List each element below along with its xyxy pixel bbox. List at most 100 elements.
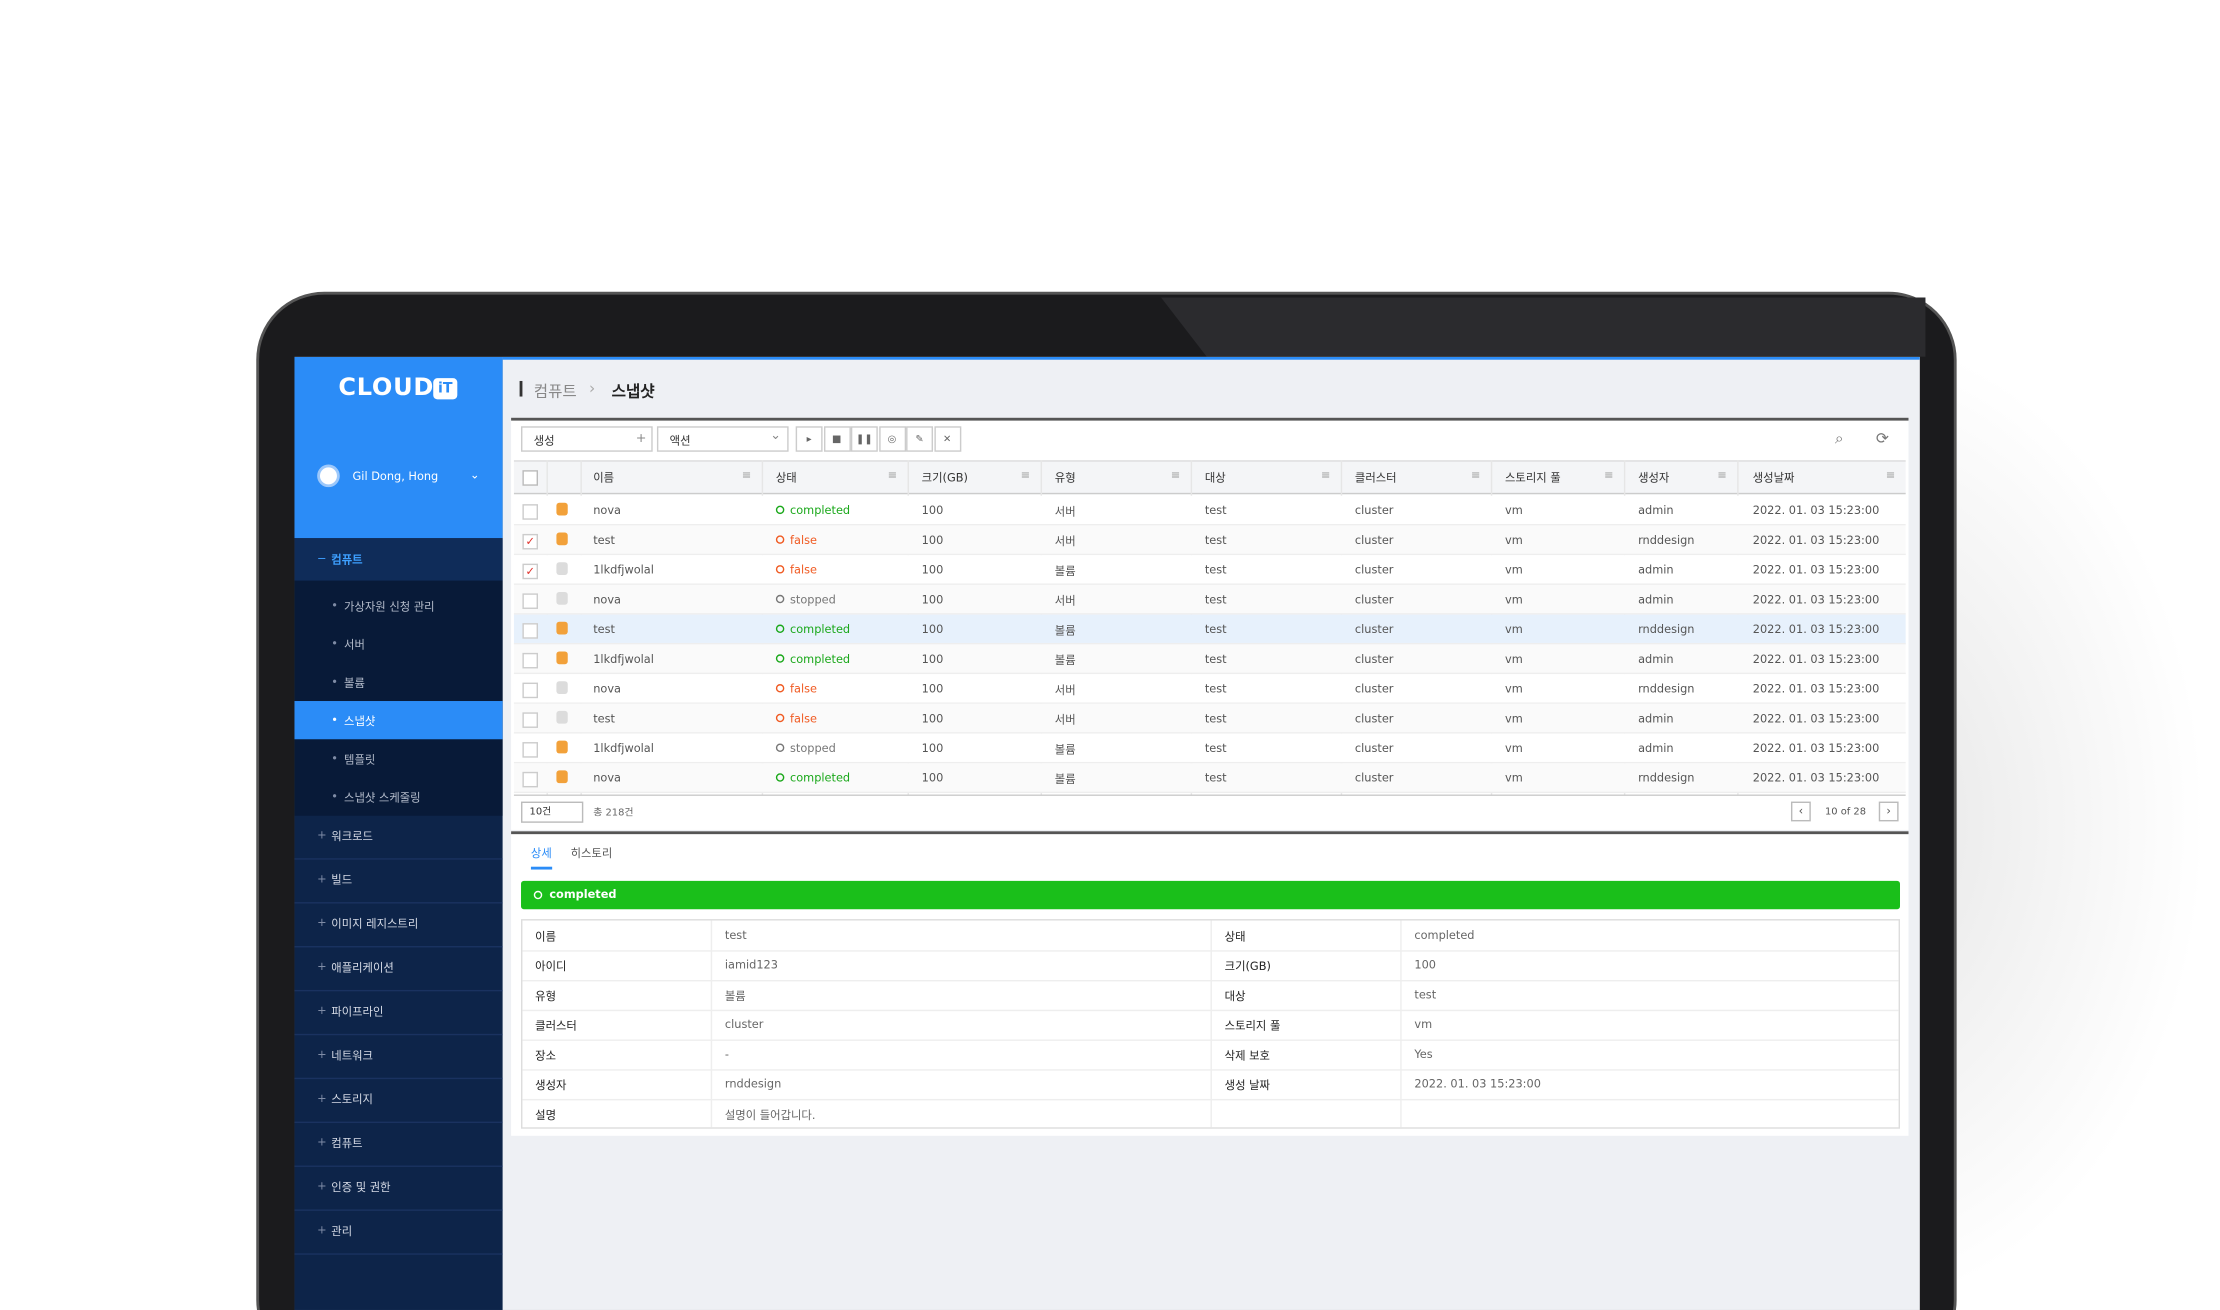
menu-divider: [294, 902, 503, 904]
detail-label: 이름: [535, 930, 557, 944]
create-plus[interactable]: +: [635, 431, 647, 447]
column-menu[interactable]: ≡: [1320, 468, 1331, 482]
status-text: false: [790, 563, 817, 577]
menu-item[interactable]: 인증 및 권한: [331, 1181, 391, 1194]
row-checkbox[interactable]: [522, 652, 539, 669]
next-page[interactable]: ›: [1878, 801, 1899, 822]
column-menu[interactable]: ≡: [1020, 468, 1031, 482]
submenu-item[interactable]: 볼륨: [344, 676, 365, 690]
column-menu[interactable]: ≡: [887, 468, 898, 482]
page-size[interactable]: 10건: [521, 801, 584, 823]
detail-divider: [522, 1039, 1899, 1041]
submenu-item[interactable]: 템플릿: [344, 753, 376, 767]
table-header: [513, 460, 1906, 495]
submenu-item[interactable]: 서버: [344, 638, 365, 652]
header-checkbox[interactable]: [522, 470, 539, 486]
column-menu[interactable]: ≡: [1717, 468, 1727, 482]
menu-item[interactable]: 스토리지: [331, 1093, 373, 1107]
column-menu[interactable]: ≡: [1885, 468, 1896, 482]
prev-page[interactable]: ‹: [1790, 801, 1811, 822]
row-checkbox[interactable]: [522, 771, 539, 788]
table-row[interactable]: [513, 614, 1906, 645]
cell: 서버: [1054, 594, 1076, 608]
table-row[interactable]: [513, 495, 1906, 526]
toolbar-button[interactable]: ◎: [878, 426, 906, 452]
lock-icon: [556, 532, 568, 546]
breadcrumb[interactable]: 컴퓨트: [533, 382, 577, 401]
action-label[interactable]: 액션: [669, 434, 691, 448]
lock-icon: [556, 621, 568, 635]
menu-icon: +: [317, 960, 327, 973]
column-menu[interactable]: ≡: [741, 468, 752, 482]
detail-value: -: [724, 1047, 729, 1061]
menu-icon: +: [317, 828, 327, 842]
table-row[interactable]: [513, 644, 1906, 675]
detail-value: test: [724, 929, 747, 942]
column-header: 스토리지 풀: [1504, 471, 1561, 485]
menu-divider: [294, 989, 503, 992]
table-row[interactable]: [513, 674, 1906, 704]
cell: 2022. 01. 03 15:23:00: [1752, 712, 1880, 726]
column-menu[interactable]: ≡: [1471, 468, 1481, 482]
tab[interactable]: 상세: [530, 846, 552, 860]
menu-item[interactable]: 워크로드: [331, 829, 373, 843]
row-checkbox[interactable]: [522, 623, 539, 639]
user-name[interactable]: Gil Dong, Hong: [352, 470, 439, 483]
toolbar-button[interactable]: ✕: [933, 426, 961, 452]
row-checkbox[interactable]: [522, 682, 539, 699]
tab[interactable]: 히스토리: [570, 846, 613, 860]
menu-item[interactable]: 네트워크: [331, 1049, 373, 1063]
menu-item[interactable]: 파이프라인: [331, 1005, 384, 1019]
cell: 100: [921, 682, 944, 696]
detail-col-divider: [1210, 920, 1212, 1128]
column-menu[interactable]: ≡: [1604, 468, 1614, 482]
menu-item[interactable]: 컴퓨트: [331, 553, 363, 567]
row-checkbox[interactable]: ✓: [522, 533, 539, 550]
detail-col-divider: [1400, 920, 1402, 1128]
search-icon[interactable]: ⌕: [1834, 429, 1844, 448]
menu-divider: [294, 1077, 503, 1080]
menu-item[interactable]: 컴퓨트: [331, 1137, 363, 1150]
row-checkbox[interactable]: [522, 742, 539, 758]
row-checkbox[interactable]: ✓: [522, 563, 539, 580]
table-row[interactable]: [513, 733, 1906, 764]
toolbar-button[interactable]: ✎: [906, 426, 934, 452]
action-select[interactable]: [656, 426, 789, 452]
toolbar-button[interactable]: ❚❚: [850, 426, 878, 452]
table-row[interactable]: [513, 525, 1906, 556]
banner-dot: [533, 890, 543, 900]
cell: 100: [921, 771, 944, 785]
row-checkbox[interactable]: [522, 712, 539, 728]
user-dropdown[interactable]: ⌄: [470, 468, 480, 482]
detail-label: 삭제 보호: [1224, 1049, 1270, 1063]
menu-item[interactable]: 빌드: [331, 873, 353, 887]
menu-item[interactable]: 관리: [331, 1225, 353, 1238]
cell: cluster: [1354, 771, 1394, 785]
row-checkbox[interactable]: [522, 504, 539, 520]
detail-label: 크기(GB): [1224, 960, 1271, 973]
cell: 2022. 01. 03 15:23:00: [1752, 593, 1880, 607]
table-row[interactable]: [513, 584, 1906, 615]
cell: test: [1204, 563, 1227, 577]
submenu-item[interactable]: 스냅샷: [344, 715, 376, 728]
submenu-item[interactable]: 가상자원 신청 관리: [344, 600, 435, 614]
toolbar-button[interactable]: ■: [823, 426, 851, 452]
table-row[interactable]: [513, 555, 1906, 585]
submenu-item[interactable]: 스냅샷 스케줄링: [344, 791, 421, 805]
menu-divider: [294, 1033, 503, 1036]
menu-item[interactable]: 애플리케이션: [331, 961, 394, 975]
lock-icon: [556, 710, 568, 724]
table-row[interactable]: [513, 703, 1906, 734]
column-menu[interactable]: ≡: [1170, 468, 1181, 482]
create-select[interactable]: [521, 426, 653, 452]
refresh-icon[interactable]: ⟳: [1875, 429, 1889, 448]
column-header: 생성자: [1638, 471, 1670, 485]
create-label[interactable]: 생성: [533, 434, 555, 448]
row-checkbox[interactable]: [522, 593, 539, 609]
cell: admin: [1638, 652, 1674, 666]
detail-label: 설명: [535, 1108, 557, 1122]
toolbar-button[interactable]: ▸: [795, 426, 823, 452]
menu-item[interactable]: 이미지 레지스트리: [331, 917, 419, 931]
table-row[interactable]: [513, 763, 1906, 794]
cell: test: [593, 712, 615, 726]
